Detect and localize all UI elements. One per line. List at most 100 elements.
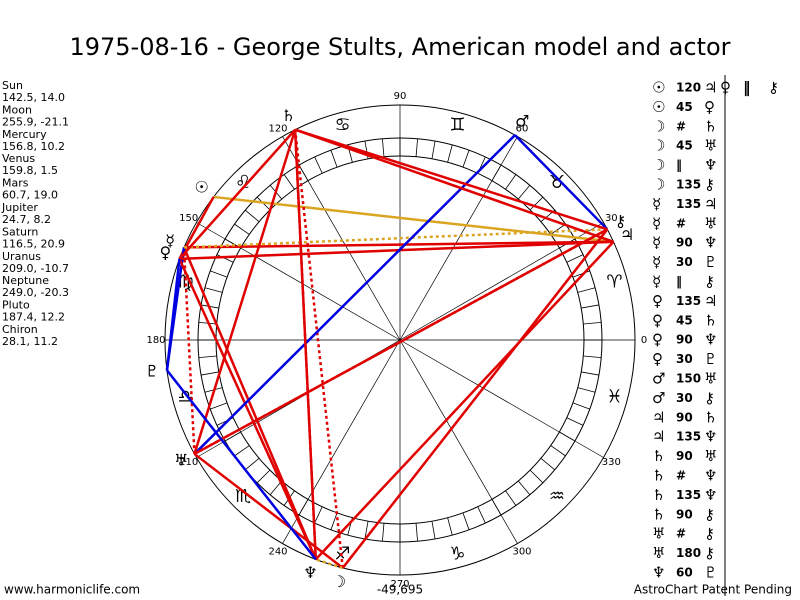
aspect-type: #: [676, 469, 686, 483]
aspect-type: 135: [676, 488, 701, 502]
aspect-p2: ⚷: [704, 273, 715, 291]
ring-tick: [198, 355, 217, 359]
aspect-line: [193, 452, 344, 569]
footer-center: -49,695: [377, 583, 423, 597]
aspect-type: 30: [676, 352, 693, 366]
aspect-p1: ☿: [652, 214, 661, 232]
aspect-type: ‖: [676, 158, 682, 172]
aspect-line: [514, 134, 609, 231]
planet-glyph: ♃: [620, 225, 634, 244]
planet-glyph: ☿: [165, 231, 175, 250]
aspect-line: [183, 228, 608, 249]
aspect-type: ‖: [676, 275, 682, 289]
ring-tick: [583, 355, 602, 359]
ring-tick: [540, 457, 555, 471]
aspect-line: [178, 128, 297, 260]
degree-label: 270: [390, 579, 409, 590]
planet-name: Mars: [2, 177, 29, 190]
sign-glyph: ♋: [334, 115, 350, 136]
planet-coords: 209.0, -10.7: [2, 262, 69, 275]
planet-coords: 60.7, 19.0: [2, 189, 58, 202]
ring-tick: [462, 150, 470, 168]
aspect-line: [182, 246, 317, 560]
planet-glyph: ♄: [281, 106, 295, 125]
planet-glyph: ☽: [332, 572, 346, 591]
aspect-p2: ♃: [704, 79, 717, 97]
sign-glyph: ♓: [606, 386, 622, 407]
radial-line: [559, 431, 604, 458]
aspect-p2: ♇: [704, 253, 717, 271]
aspect-type: 150: [676, 372, 701, 386]
degree-label: 60: [516, 124, 529, 135]
ring-tick: [210, 270, 228, 278]
planet-glyph: ♂: [515, 111, 529, 130]
planet-name: Sun: [2, 79, 23, 92]
planet-coords: 159.8, 1.5: [2, 164, 58, 177]
aspect-p2: ♆: [704, 467, 717, 485]
aspect-p1: ☿: [652, 195, 661, 213]
aspect-p1: ♅: [652, 525, 665, 543]
aspect-type: #: [676, 216, 686, 230]
ring-tick: [447, 517, 453, 536]
aspect-p2: ⚷: [704, 176, 715, 194]
radial-line: [196, 222, 241, 249]
ring-tick: [210, 402, 228, 410]
ring-tick: [314, 506, 323, 524]
degree-label: 120: [268, 124, 287, 135]
aspect-type: 30: [676, 255, 693, 269]
aspect-type: ‖: [743, 79, 751, 98]
ring-tick: [550, 223, 566, 235]
aspect-line: [315, 558, 344, 570]
ring-tick: [330, 150, 338, 168]
planet-coords: 28.1, 11.2: [2, 335, 58, 348]
aspect-p1: ♄: [652, 486, 665, 504]
ring-tick: [577, 287, 596, 293]
planet-glyph: ♇: [145, 362, 159, 381]
aspect-p1: ☉: [652, 98, 665, 116]
aspect-p2: ♆: [704, 428, 717, 446]
degree-label: 240: [268, 546, 287, 557]
ring-tick: [204, 287, 223, 293]
aspect-type: 90: [676, 507, 693, 521]
aspect-line: [294, 128, 614, 243]
aspect-line: [314, 240, 615, 561]
ring-tick: [245, 457, 260, 471]
aspect-p2: ⚷: [704, 505, 715, 523]
aspect-line: [193, 228, 608, 456]
aspect-line: [183, 240, 614, 249]
footer-left: www.harmoniclife.com: [4, 583, 140, 597]
ring-tick: [550, 445, 566, 457]
aspect-type: #: [676, 119, 686, 133]
ring-tick: [381, 138, 385, 157]
aspect-p2: ♇: [704, 564, 717, 582]
radial-line: [399, 247, 560, 341]
aspect-p1: ♀: [720, 79, 731, 97]
ring-tick: [581, 304, 600, 309]
aspect-line: [293, 129, 318, 560]
planet-name: Neptune: [2, 274, 49, 287]
sign-glyph: ♑: [449, 543, 465, 564]
planet-glyph: ♆: [303, 563, 317, 582]
ring-tick: [517, 185, 531, 200]
ring-tick: [566, 254, 584, 263]
aspect-p2: ⚷: [704, 544, 715, 562]
aspect-p1: ☽: [652, 156, 665, 174]
aspect-p2: ♄: [704, 311, 717, 329]
ring-tick: [283, 174, 295, 190]
aspect-p1: ♂: [652, 370, 665, 388]
planet-name: Saturn: [2, 225, 38, 238]
planet-name: Venus: [2, 152, 35, 165]
ring-tick: [577, 387, 596, 393]
planet-glyph: ♅: [174, 451, 188, 470]
aspect-p1: ☿: [652, 234, 661, 252]
aspect-line: [193, 129, 297, 455]
degree-label: 300: [512, 546, 531, 557]
aspect-line: [165, 258, 181, 371]
ring-tick: [505, 174, 517, 190]
aspect-p1: ♄: [652, 467, 665, 485]
aspect-line: [293, 129, 344, 569]
aspect-p2: ♆: [704, 156, 717, 174]
ring-tick: [572, 402, 590, 410]
title: 1975-08-16 - George Stults, American mod…: [69, 33, 730, 61]
